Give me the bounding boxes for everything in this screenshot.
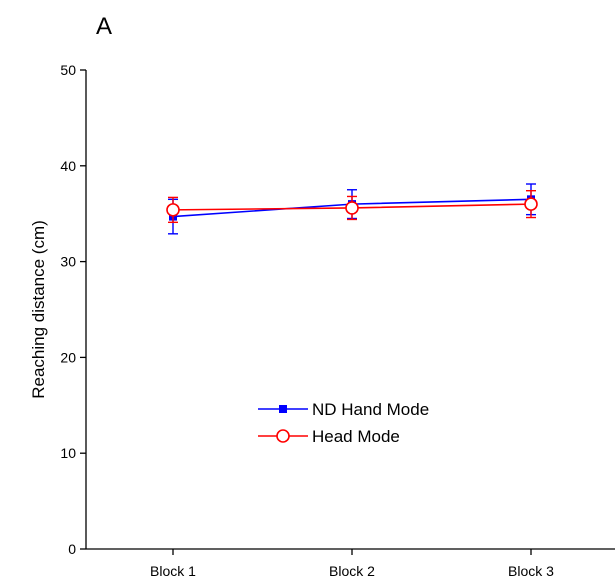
series-2 — [166, 190, 538, 224]
legend-marker — [279, 405, 287, 413]
y-tick-label: 20 — [60, 349, 76, 365]
legend: ND Hand Mode Head Mode — [258, 400, 429, 446]
y-tick-label: 50 — [60, 62, 76, 78]
legend-label: ND Hand Mode — [312, 400, 429, 419]
series-layer — [166, 183, 538, 235]
y-axis-label: Reaching distance (cm) — [29, 220, 48, 399]
legend-item: ND Hand Mode — [258, 400, 429, 419]
data-point — [166, 203, 180, 217]
y-tick-label: 0 — [68, 541, 76, 557]
panel-label: A — [96, 13, 112, 40]
data-point — [345, 201, 359, 215]
x-tick-label: Block 3 — [508, 563, 554, 579]
y-tick-label: 40 — [60, 158, 76, 174]
y-tick-label: 30 — [60, 254, 76, 270]
axes: 0 10 20 30 40 50 Block 1 Block 2 Block 3 Reaching… — [29, 62, 615, 579]
legend-label: Head Mode — [312, 427, 400, 446]
data-point — [524, 197, 538, 211]
legend-marker — [276, 429, 290, 443]
legend-item: Head Mode — [258, 427, 400, 446]
x-tick-label: Block 2 — [329, 563, 375, 579]
y-tick-label: 10 — [60, 445, 76, 461]
x-tick-label: Block 1 — [150, 563, 196, 579]
